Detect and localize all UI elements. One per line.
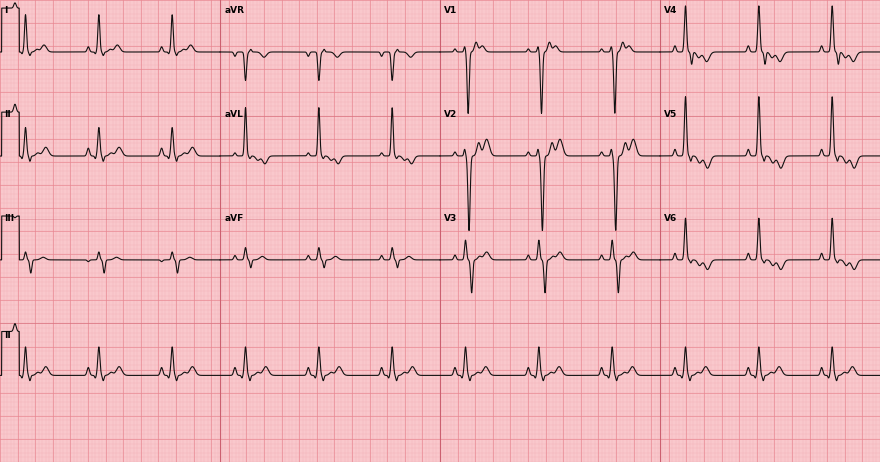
Text: V1: V1 xyxy=(444,6,458,15)
Text: V3: V3 xyxy=(444,214,458,223)
Text: aVF: aVF xyxy=(224,214,244,223)
Text: V2: V2 xyxy=(444,110,458,119)
Text: aVR: aVR xyxy=(224,6,245,15)
Text: II: II xyxy=(4,110,11,119)
Text: II: II xyxy=(4,331,11,340)
Text: V6: V6 xyxy=(664,214,678,223)
Text: I: I xyxy=(4,6,8,15)
Text: V5: V5 xyxy=(664,110,678,119)
Text: III: III xyxy=(4,214,15,223)
Text: V4: V4 xyxy=(664,6,678,15)
Text: aVL: aVL xyxy=(224,110,243,119)
